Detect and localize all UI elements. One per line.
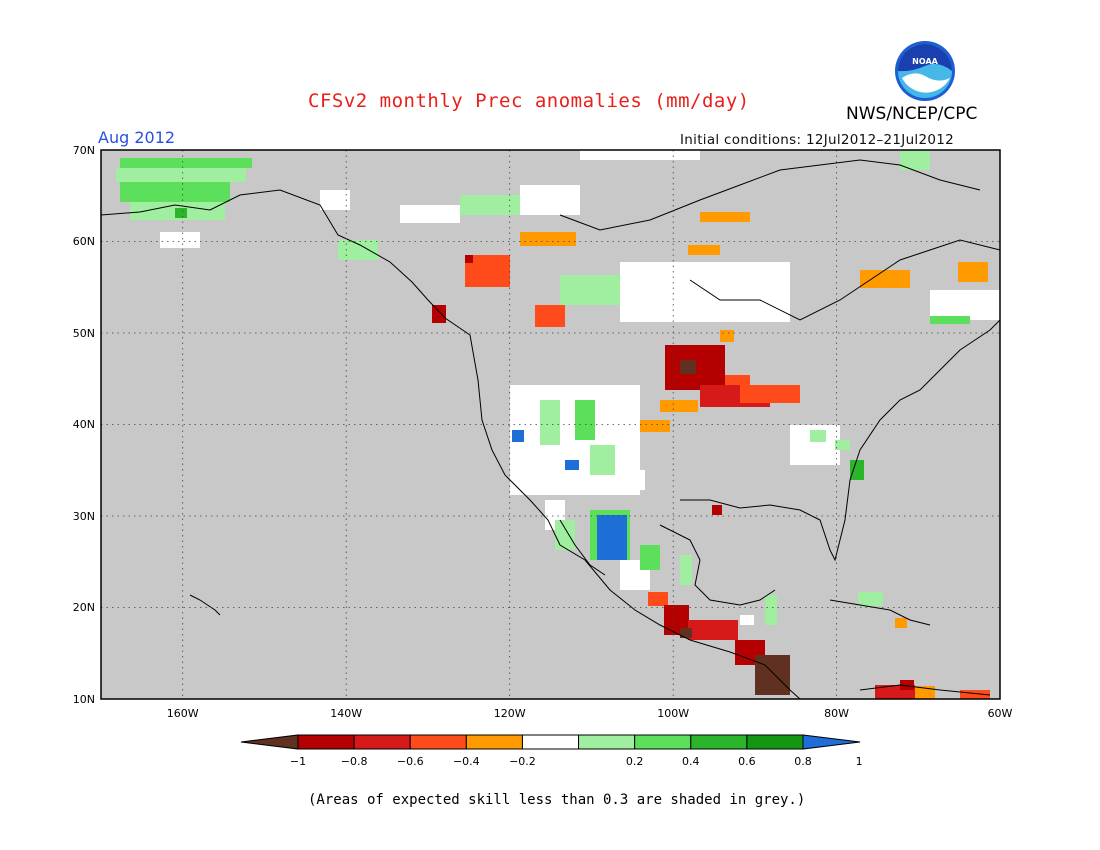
lat-label: 60N xyxy=(73,235,95,248)
lon-label: 160W xyxy=(167,707,199,720)
colorbar-min-arrow xyxy=(240,734,299,750)
lat-label: 20N xyxy=(73,601,95,614)
lon-label: 100W xyxy=(657,707,689,720)
colorbar-label: 0.4 xyxy=(682,755,700,768)
colorbar-label: 0.2 xyxy=(626,755,644,768)
colorbar-max-arrow xyxy=(802,734,861,750)
svg-text:NOAA: NOAA xyxy=(912,57,938,66)
skill-note: (Areas of expected skill less than 0.3 a… xyxy=(308,792,806,808)
colorbar-labels: −1 −0.8 −0.6 −0.4 −0.2 0.2 0.4 0.6 0.8 1 xyxy=(290,755,863,768)
lon-label: 80W xyxy=(824,707,849,720)
colorbar-swatch xyxy=(578,734,636,750)
lat-label: 30N xyxy=(73,510,95,523)
colorbar-label: −0.6 xyxy=(397,755,424,768)
graticule xyxy=(101,150,1000,699)
lon-label: 60W xyxy=(988,707,1013,720)
colorbar-label: −0.8 xyxy=(341,755,368,768)
lon-label: 140W xyxy=(330,707,362,720)
map-frame xyxy=(100,149,1001,700)
colorbar-label: −0.4 xyxy=(453,755,480,768)
map-title: CFSv2 monthly Prec anomalies (mm/day) xyxy=(308,90,750,112)
lat-labels: 70N 60N 50N 40N 30N 20N 10N xyxy=(73,144,95,706)
colorbar-swatch xyxy=(297,734,355,750)
agency-label: NWS/NCEP/CPC xyxy=(846,104,978,124)
lat-label: 10N xyxy=(73,693,95,706)
colorbar-swatch xyxy=(409,734,467,750)
anomaly-patches xyxy=(116,150,1000,699)
coastlines xyxy=(100,159,1001,700)
colorbar-label: −0.2 xyxy=(509,755,536,768)
colorbar-swatch xyxy=(634,734,692,750)
colorbar-swatch xyxy=(746,734,804,750)
colorbar-label: 0.6 xyxy=(738,755,756,768)
noaa-logo-icon: NOAA xyxy=(895,41,955,101)
lat-label: 50N xyxy=(73,327,95,340)
colorbar-label: −1 xyxy=(290,755,306,768)
colorbar-label: 0.8 xyxy=(794,755,812,768)
lon-labels: 160W 140W 120W 100W 80W 60W xyxy=(167,707,1013,720)
colorbar-swatch xyxy=(690,734,748,750)
colorbar-swatch xyxy=(521,734,580,750)
colorbar-swatch xyxy=(353,734,411,750)
initial-conditions-label: Initial conditions: 12Jul2012–21Jul2012 xyxy=(680,132,955,148)
colorbar xyxy=(240,734,861,750)
valid-month-label: Aug 2012 xyxy=(98,128,176,147)
lat-label: 40N xyxy=(73,418,95,431)
lon-label: 120W xyxy=(494,707,526,720)
colorbar-swatch xyxy=(465,734,523,750)
colorbar-label: 1 xyxy=(856,755,863,768)
lat-label: 70N xyxy=(73,144,95,157)
